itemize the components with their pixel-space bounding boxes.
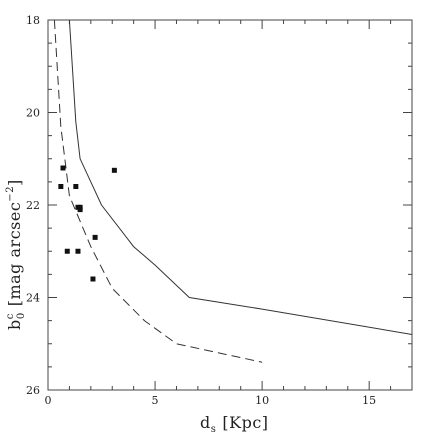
x-axis-label: ds [Kpc] xyxy=(200,413,269,435)
plot-frame xyxy=(47,19,413,391)
x-tick-label: 5 xyxy=(152,394,159,407)
data-point xyxy=(90,276,96,282)
x-tick-label: 15 xyxy=(362,394,376,407)
data-point xyxy=(75,248,81,254)
data-point xyxy=(58,184,64,189)
dashed-curve xyxy=(53,19,263,363)
plot-border xyxy=(47,19,413,391)
x-tick-label: 10 xyxy=(255,394,269,407)
y-tick-label: 20 xyxy=(26,107,40,120)
data-point xyxy=(111,167,117,173)
y-tick-label: 22 xyxy=(26,199,40,212)
data-point xyxy=(73,184,79,189)
data-point xyxy=(64,248,70,254)
solid-curve xyxy=(68,19,413,335)
y-tick-label: 18 xyxy=(26,14,40,27)
y-axis-label: bc0[mag arcsec−2] xyxy=(5,179,27,330)
y-tick-label: 26 xyxy=(26,384,40,397)
axis-tick-labels: 0 5 10 15 18 20 22 24 26 xyxy=(26,14,376,407)
data-point xyxy=(60,165,66,171)
axis-ticks xyxy=(47,19,413,391)
series-layer xyxy=(53,19,413,363)
data-point xyxy=(77,207,83,213)
data-point xyxy=(92,234,98,240)
x-tick-label: 0 xyxy=(45,394,52,407)
y-tick-label: 24 xyxy=(26,292,40,305)
